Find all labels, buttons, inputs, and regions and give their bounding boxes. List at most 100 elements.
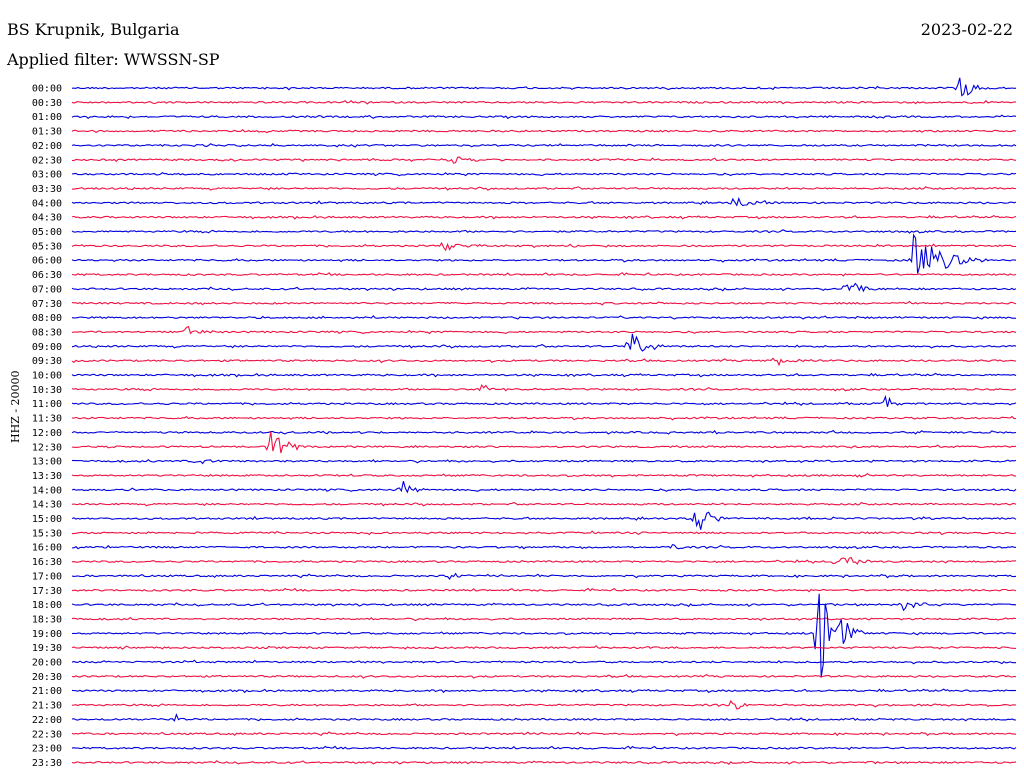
seismic-trace [72, 530, 1017, 536]
seismic-trace [71, 745, 1017, 751]
seismic-trace [71, 587, 1017, 593]
seismic-trace [71, 315, 1017, 320]
trace-time-label: 00:30 [32, 98, 62, 109]
trace-time-label: 15:00 [32, 514, 62, 525]
seismic-trace [71, 556, 1017, 565]
trace-time-label: 04:30 [32, 213, 62, 224]
trace-time-label: 19:30 [32, 643, 62, 654]
trace-time-label: 01:00 [32, 112, 62, 123]
seismic-trace [71, 394, 1017, 407]
filter-label: Applied filter: WWSSN-SP [7, 50, 220, 69]
trace-time-label: 11:00 [32, 399, 62, 410]
trace-time-label: 02:30 [32, 155, 62, 166]
trace-time-label: 14:30 [32, 500, 62, 511]
seismic-trace [71, 511, 1017, 530]
seismic-trace [71, 616, 1017, 622]
trace-time-label: 05:30 [32, 241, 62, 252]
seismic-trace [71, 645, 1017, 650]
seismic-trace [71, 473, 1016, 478]
seismic-trace [71, 357, 1017, 367]
seismic-trace [71, 172, 1017, 177]
trace-time-label: 11:30 [32, 414, 62, 425]
trace-time-label: 17:00 [32, 571, 62, 582]
seismic-trace [71, 602, 1017, 612]
trace-time-label: 12:00 [32, 428, 62, 439]
trace-time-label: 09:30 [32, 356, 62, 367]
trace-time-label: 18:00 [32, 600, 62, 611]
trace-time-label: 04:00 [32, 198, 62, 209]
seismic-trace [71, 431, 1017, 454]
seismic-trace [71, 659, 1016, 665]
trace-time-label: 23:30 [32, 758, 62, 769]
trace-time-label: 19:00 [32, 629, 62, 640]
seismic-trace [71, 501, 1017, 507]
seismic-trace [71, 429, 1017, 435]
seismic-trace [71, 214, 1017, 220]
seismic-trace [71, 458, 1017, 465]
trace-time-label: 06:30 [32, 270, 62, 281]
trace-time-label: 16:00 [32, 543, 62, 554]
seismic-trace [71, 383, 1017, 392]
seismic-trace [71, 143, 1017, 148]
trace-time-label: 03:00 [32, 170, 62, 181]
seismic-trace [71, 128, 1017, 134]
seismic-trace [71, 760, 1017, 765]
trace-time-label: 01:30 [32, 127, 62, 138]
trace-time-label: 06:00 [32, 256, 62, 267]
trace-time-label: 20:30 [32, 672, 62, 683]
trace-time-label: 17:30 [32, 586, 62, 597]
trace-time-label: 21:00 [32, 686, 62, 697]
seismic-trace [71, 543, 1017, 550]
seismic-trace [72, 156, 1017, 164]
trace-time-label: 12:30 [32, 442, 62, 453]
trace-time-label: 23:00 [32, 744, 62, 755]
seismic-trace [71, 593, 1017, 677]
seismic-trace [71, 272, 1017, 277]
seismic-trace [71, 300, 1017, 306]
trace-time-label: 20:00 [32, 658, 62, 669]
station-title: BS Krupnik, Bulgaria [7, 20, 180, 39]
seismic-trace [71, 372, 1017, 378]
seismic-trace [71, 415, 1017, 421]
trace-time-label: 13:30 [32, 471, 62, 482]
trace-time-label: 15:30 [32, 528, 62, 539]
seismic-trace [71, 196, 1017, 207]
trace-time-label: 10:30 [32, 385, 62, 396]
seismic-trace [71, 114, 1017, 120]
seismic-trace [72, 77, 1017, 97]
date-label: 2023-02-22 [920, 20, 1013, 39]
trace-time-label: 02:00 [32, 141, 62, 152]
seismic-trace [71, 713, 1017, 722]
seismic-trace [71, 572, 1017, 580]
trace-time-label: 16:30 [32, 557, 62, 568]
trace-time-label: 03:30 [32, 184, 62, 195]
seismic-trace [71, 673, 1017, 679]
trace-time-label: 18:30 [32, 614, 62, 625]
seismic-trace [71, 229, 1017, 234]
trace-time-label: 09:00 [32, 342, 62, 353]
trace-time-label: 10:00 [32, 371, 62, 382]
trace-time-label: 08:00 [32, 313, 62, 324]
trace-time-label: 00:00 [32, 84, 62, 95]
trace-time-label: 21:30 [32, 701, 62, 712]
seismic-trace [71, 282, 1017, 293]
trace-time-label: 22:30 [32, 729, 62, 740]
trace-time-label: 13:00 [32, 457, 62, 468]
trace-time-label: 14:00 [32, 485, 62, 496]
trace-time-label: 07:00 [32, 284, 62, 295]
seismic-trace [71, 241, 1017, 252]
seismic-trace [71, 481, 1017, 494]
seismic-trace [71, 699, 1017, 710]
trace-time-label: 05:00 [32, 227, 62, 238]
seismic-trace [71, 99, 1017, 105]
seismic-trace [71, 333, 1017, 352]
trace-time-label: 08:30 [32, 327, 62, 338]
seismic-trace [71, 233, 1017, 274]
seismic-trace [71, 688, 1017, 694]
trace-time-label: 22:00 [32, 715, 62, 726]
seismic-trace [71, 186, 1017, 191]
seismic-trace [71, 325, 1017, 335]
trace-time-label: 07:30 [32, 299, 62, 310]
seismic-trace [71, 731, 1017, 737]
